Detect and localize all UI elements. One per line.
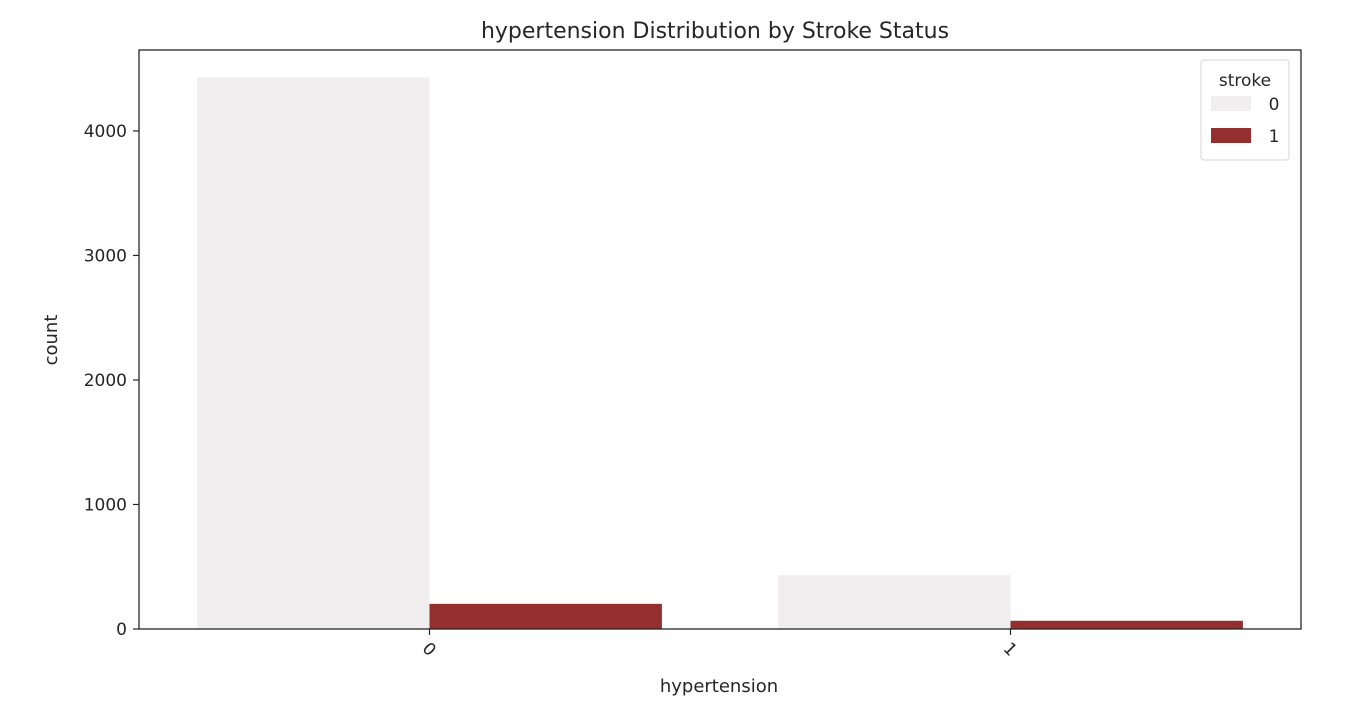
y-axis: 0 1000 2000 3000 4000	[84, 122, 139, 640]
y-tick-label: 0	[116, 620, 127, 640]
y-axis-label: count	[41, 315, 62, 366]
y-tick-label: 2000	[84, 371, 127, 391]
bar-hypertension-1-stroke-1	[1010, 620, 1243, 629]
x-tick-label: 0	[418, 639, 440, 661]
chart-title: hypertension Distribution by Stroke Stat…	[481, 19, 949, 44]
y-tick-label: 3000	[84, 246, 127, 266]
y-tick-label: 4000	[84, 122, 127, 142]
legend-label-1: 1	[1269, 127, 1280, 147]
x-axis-label: hypertension	[660, 676, 778, 697]
plot-frame	[138, 49, 1302, 630]
legend-label-0: 0	[1269, 95, 1280, 115]
legend-swatch-1	[1211, 128, 1251, 143]
legend-items: 01	[1211, 95, 1279, 147]
x-tick-label: 1	[999, 639, 1021, 661]
legend: stroke 01	[1200, 59, 1290, 161]
bar-hypertension-1-stroke-0	[778, 575, 1011, 629]
bars-layer	[197, 77, 1243, 629]
bar-hypertension-0-stroke-1	[429, 603, 662, 629]
legend-swatch-0	[1211, 96, 1251, 111]
y-tick-label: 1000	[84, 495, 127, 515]
bar-hypertension-0-stroke-0	[197, 77, 430, 629]
legend-title: stroke	[1219, 71, 1271, 91]
